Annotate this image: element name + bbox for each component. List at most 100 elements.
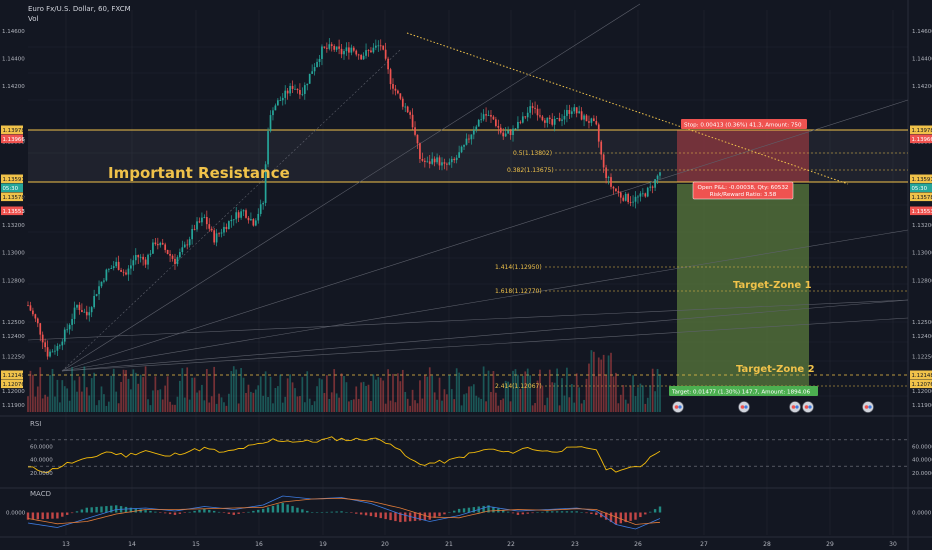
candle <box>431 158 434 164</box>
macd-line <box>27 495 661 530</box>
price-badge-label-left: 1.13578 <box>3 195 26 201</box>
candle <box>436 157 438 163</box>
volume-bar <box>436 399 438 412</box>
time-axis[interactable]: 13 14 15 16 19 20 21 22 23 26 27 28 29 30 <box>62 541 897 548</box>
price-tick-left: 1.13000 <box>2 251 25 257</box>
candle <box>149 253 152 255</box>
volume-bar <box>303 402 306 412</box>
volume-bar <box>475 395 478 412</box>
volume-bar <box>438 377 441 412</box>
volume-bar <box>441 400 443 412</box>
price-badge-label-left: 1.12148 <box>3 373 26 379</box>
volume-bar <box>382 380 385 412</box>
candle <box>600 141 603 155</box>
candle <box>632 201 634 203</box>
stop-label-box[interactable] <box>681 119 807 129</box>
volume-bar <box>225 405 228 412</box>
candle <box>593 118 595 122</box>
macd-histogram-bar <box>242 512 245 513</box>
macd-histogram-bar <box>448 512 451 513</box>
macd-histogram-bar <box>208 509 211 513</box>
volume-bar <box>517 374 519 412</box>
volume-bar <box>193 377 196 412</box>
volume-bar <box>544 405 546 412</box>
candle <box>213 230 216 243</box>
take-profit-zone[interactable] <box>677 184 809 391</box>
volume-bar <box>404 391 407 412</box>
volume-bar <box>100 386 103 412</box>
candle <box>311 71 314 74</box>
candle <box>325 47 328 49</box>
candle <box>443 162 446 164</box>
macd-histogram-bar <box>345 512 348 513</box>
price-badge-label-right: 05:30 <box>912 186 928 192</box>
candle <box>335 46 338 50</box>
candle <box>389 69 392 85</box>
macd-histogram-bar <box>443 512 446 515</box>
volume-bar <box>580 403 583 412</box>
macd-histogram-bar <box>595 512 598 515</box>
candle <box>73 307 76 319</box>
volume-bar <box>590 350 593 412</box>
candle <box>605 167 607 178</box>
candle <box>548 117 551 119</box>
macd-histogram-bar <box>369 512 373 517</box>
candle <box>252 219 255 226</box>
candle <box>105 269 108 281</box>
candle <box>247 217 250 221</box>
volume-bar <box>174 404 176 412</box>
volume-bar <box>68 400 71 412</box>
volume-bar <box>27 396 29 412</box>
target-label-box[interactable] <box>669 386 818 396</box>
price-tick-right: 1.12800 <box>912 278 932 284</box>
price-tick-left: 1.11900 <box>2 403 25 409</box>
macd-histogram-bar <box>227 512 231 514</box>
candle <box>651 186 654 188</box>
candle <box>188 239 191 246</box>
rsi-tick-right: 40.0000 <box>912 458 932 464</box>
candle <box>401 98 404 107</box>
volume-bar <box>575 373 578 412</box>
annotations: Important Resistance Target-Zone 1 Targe… <box>108 150 815 390</box>
volume-bar <box>318 378 321 412</box>
candle <box>54 350 56 352</box>
macd-histogram-bar <box>350 512 353 513</box>
price-badge-left <box>1 174 23 184</box>
volume-bar <box>355 386 358 412</box>
time-tick: 28 <box>763 541 771 548</box>
candle <box>90 307 93 313</box>
pnl-label-box[interactable] <box>692 181 794 200</box>
volume-bar <box>152 390 154 412</box>
candle <box>58 345 61 347</box>
volume-bar <box>127 378 130 412</box>
candle <box>570 111 573 114</box>
macd-histogram-bar <box>614 512 618 525</box>
volume-bar <box>526 368 529 412</box>
price-badges: 1.13978 1.13978 1.13966 1.13966 1.13591 1.135… <box>1 125 932 389</box>
volume-bar <box>583 399 585 412</box>
macd-histogram-bar <box>551 511 554 513</box>
candle <box>308 73 311 84</box>
volume-bar <box>531 405 534 412</box>
candle <box>521 116 524 123</box>
price-tick-left: 1.12250 <box>2 355 25 361</box>
candle <box>296 88 299 91</box>
volume-bar <box>274 387 277 412</box>
candle <box>147 254 149 265</box>
price-badge-label-left: 05:30 <box>3 186 19 192</box>
macd-histogram-bar <box>433 512 436 518</box>
candle <box>41 334 44 343</box>
trend-line-dotted[interactable] <box>406 32 849 185</box>
candle <box>318 58 321 62</box>
candle <box>181 247 184 253</box>
volume-bar <box>306 371 309 412</box>
volume-bar <box>323 392 326 412</box>
volume-bar <box>259 376 262 412</box>
macd-histogram-bar <box>516 512 520 515</box>
macd-histogram-bar <box>266 507 270 513</box>
symbol-title[interactable]: Euro Fx/U.S. Dollar, 60, FXCM <box>28 5 131 13</box>
candle <box>201 217 203 223</box>
volume-bar <box>374 379 377 412</box>
